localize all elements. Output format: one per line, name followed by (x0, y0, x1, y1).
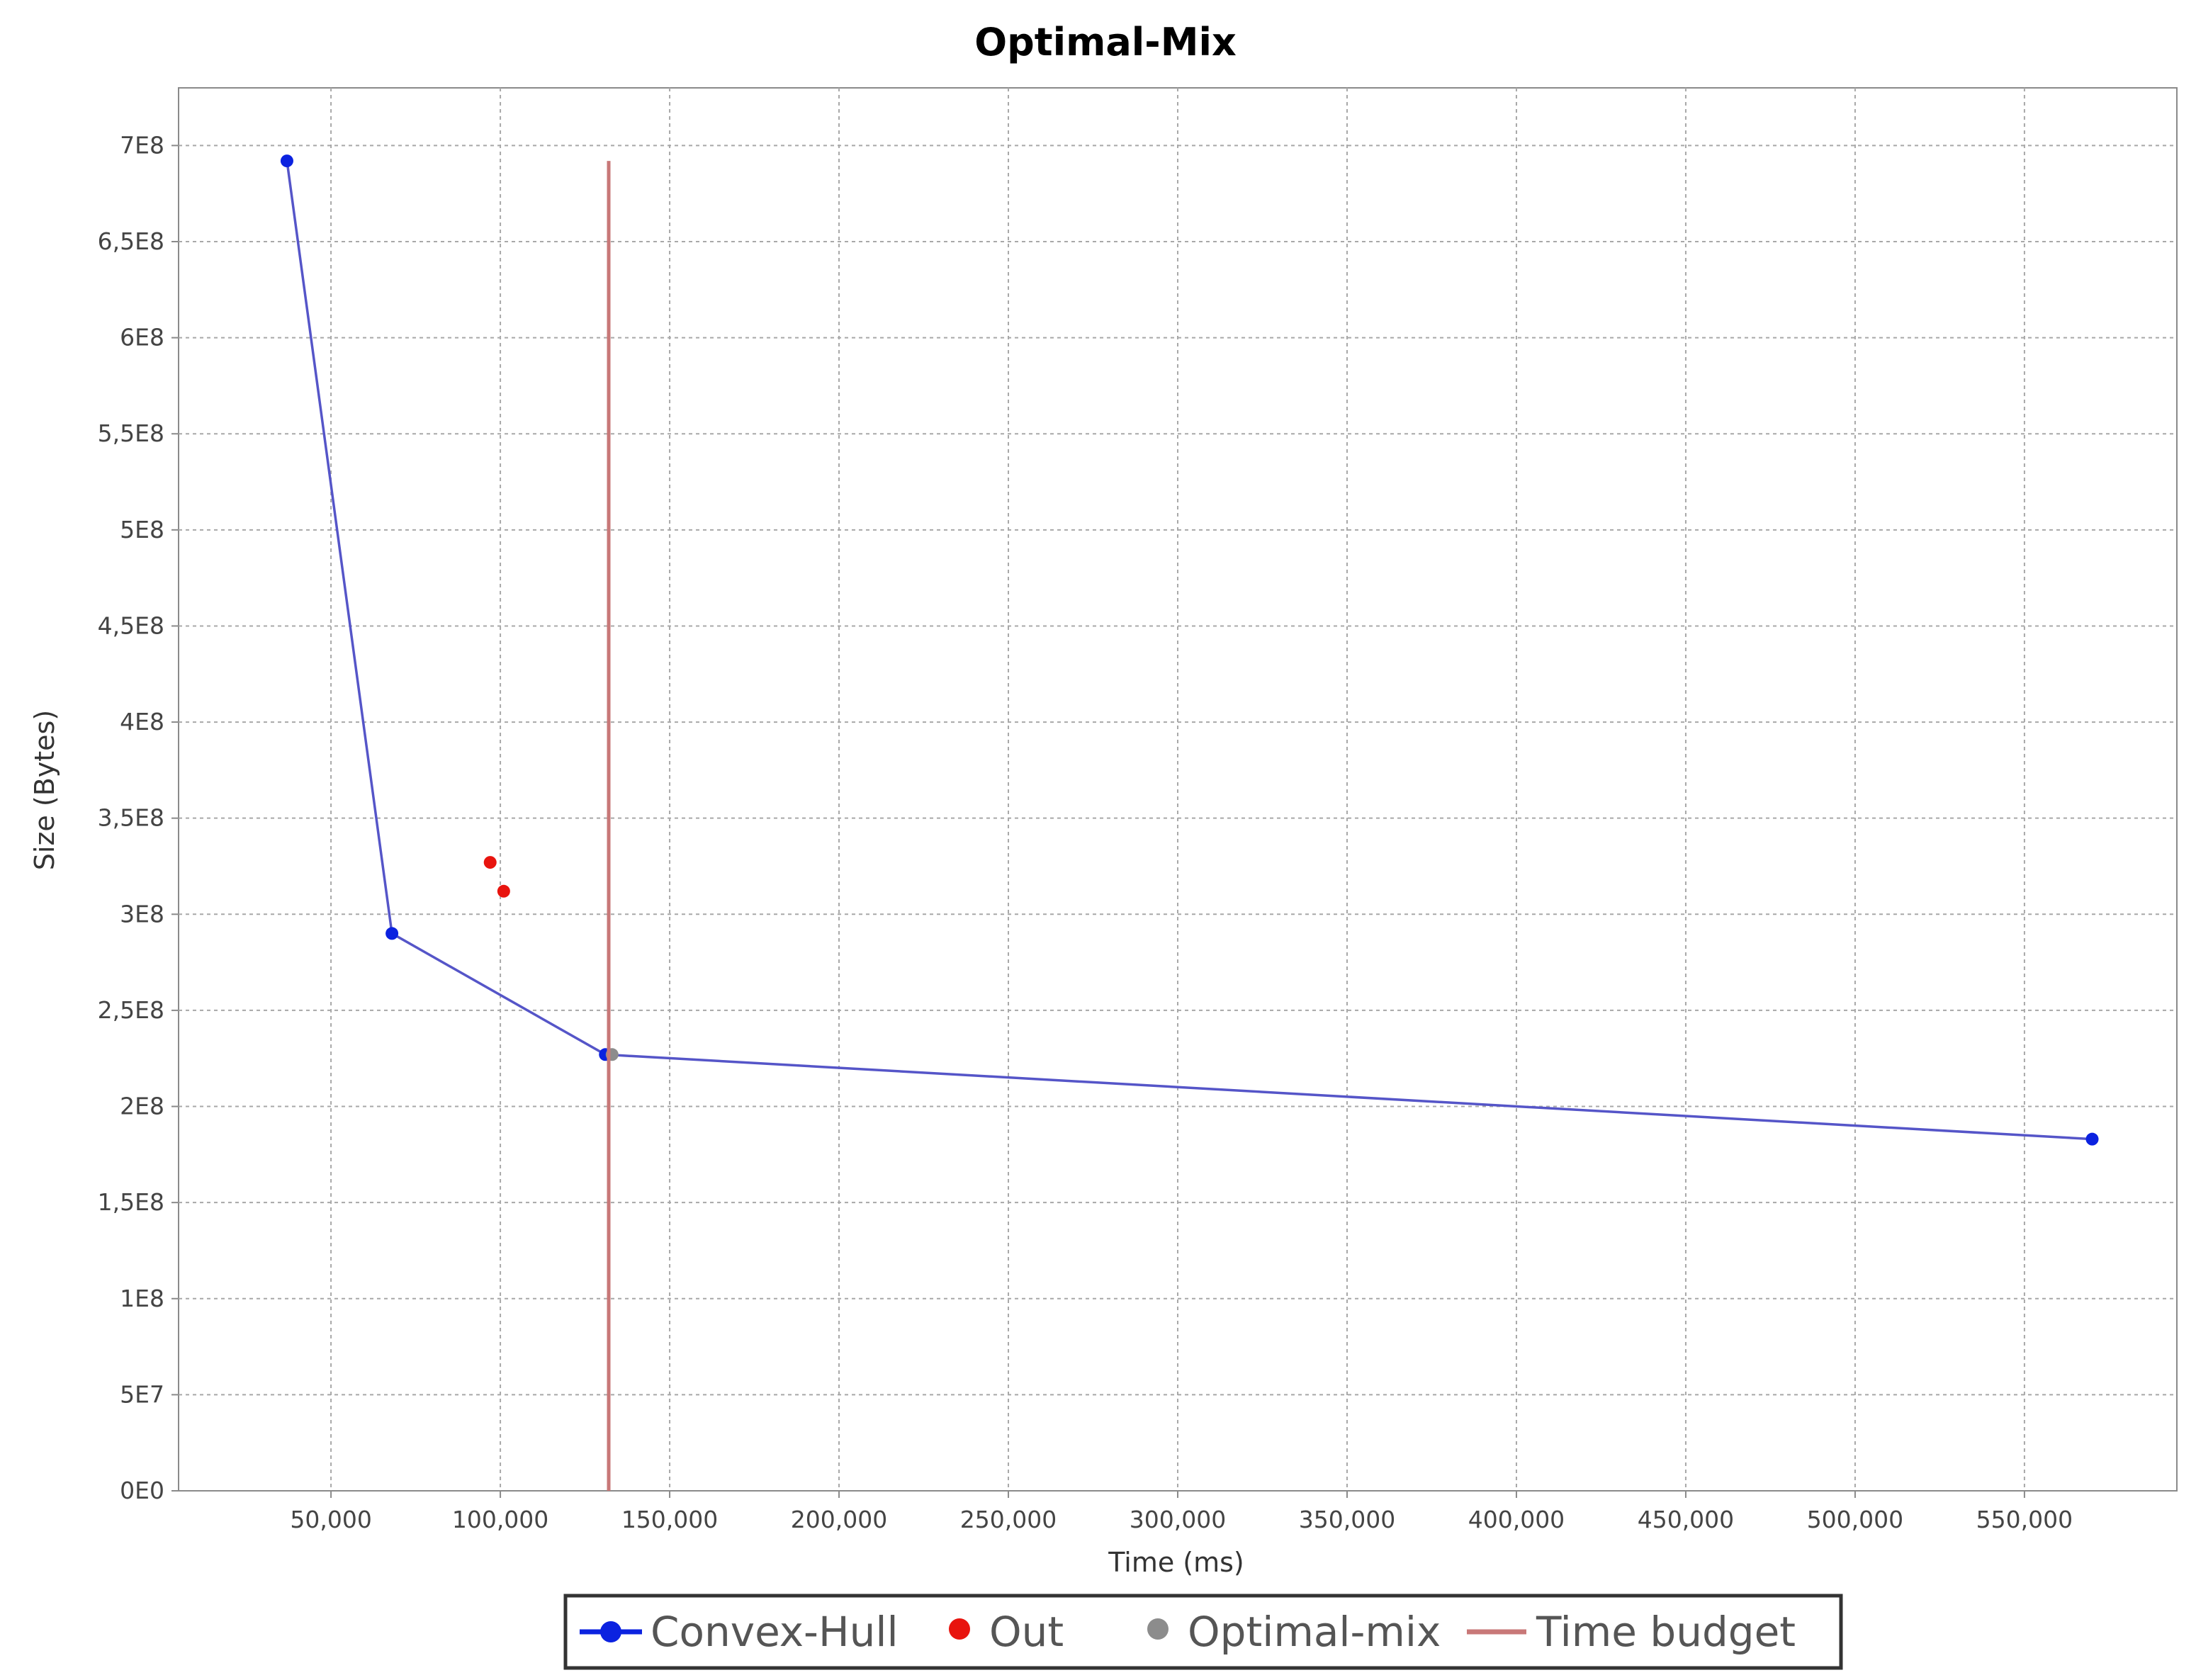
x-axis-label: Time (ms) (1108, 1547, 1244, 1578)
y-tick-label: 2,5E8 (98, 996, 164, 1024)
y-tick-label: 1,5E8 (98, 1188, 164, 1216)
y-tick-label: 3,5E8 (98, 804, 164, 832)
convex-hull-point (2085, 1132, 2099, 1146)
y-tick-label: 6,5E8 (98, 227, 164, 255)
y-axis-label: Size (Bytes) (29, 710, 60, 870)
legend-box (563, 1594, 1843, 1670)
x-tick-label: 500,000 (1807, 1506, 1903, 1533)
x-tick-label: 450,000 (1638, 1506, 1734, 1533)
legend-label-convex-hull: Convex-Hull (651, 1608, 899, 1656)
y-tick-label: 5E7 (120, 1380, 164, 1408)
x-tick-label: 350,000 (1299, 1506, 1395, 1533)
convex-hull-line (286, 160, 2093, 1141)
y-tick-label: 4E8 (120, 708, 164, 735)
legend-label-optimal-mix: Optimal-mix (1188, 1608, 1441, 1656)
x-tick-label: 300,000 (1130, 1506, 1226, 1533)
legend: Convex-Hull Out Optimal-mix Time budget (563, 1594, 1843, 1670)
convex-hull-point (280, 154, 293, 168)
x-tick-label: 50,000 (290, 1506, 371, 1533)
legend-label-out: Out (989, 1608, 1064, 1656)
out-point (483, 856, 497, 869)
y-tick-label: 1E8 (120, 1285, 164, 1312)
x-tick-label: 150,000 (621, 1506, 718, 1533)
legend-label-time-budget: Time budget (1536, 1608, 1796, 1656)
y-tick-label: 5E8 (120, 516, 164, 543)
x-tick-label: 200,000 (791, 1506, 887, 1533)
y-tick-label: 5,5E8 (98, 419, 164, 447)
legend-swatch-optimal-mix (1147, 1618, 1169, 1640)
x-tick-label: 400,000 (1468, 1506, 1565, 1533)
convex-hull-point (385, 927, 399, 940)
y-tick-label: 4,5E8 (98, 611, 164, 639)
legend-swatch-out (949, 1618, 970, 1640)
x-tick-label: 250,000 (960, 1506, 1057, 1533)
series (280, 154, 2099, 1491)
y-tick-label: 2E8 (120, 1093, 164, 1120)
y-tick-label: 7E8 (120, 131, 164, 159)
y-tick-label: 6E8 (120, 324, 164, 351)
legend-swatch-convex-hull-marker (600, 1621, 621, 1642)
x-tick-label: 550,000 (1976, 1506, 2073, 1533)
y-tick-label: 0E0 (120, 1477, 164, 1504)
out-point (497, 884, 510, 898)
x-tick-label: 100,000 (452, 1506, 548, 1533)
axes: 0E0 5E7 1E8 1,5E8 2E8 2,5E8 3E8 3,5E8 4E8 4,5E8 5E… (98, 131, 2073, 1533)
chart-title: Optimal-Mix (974, 20, 1237, 64)
grid (179, 88, 2177, 1491)
y-tick-label: 3E8 (120, 900, 164, 928)
